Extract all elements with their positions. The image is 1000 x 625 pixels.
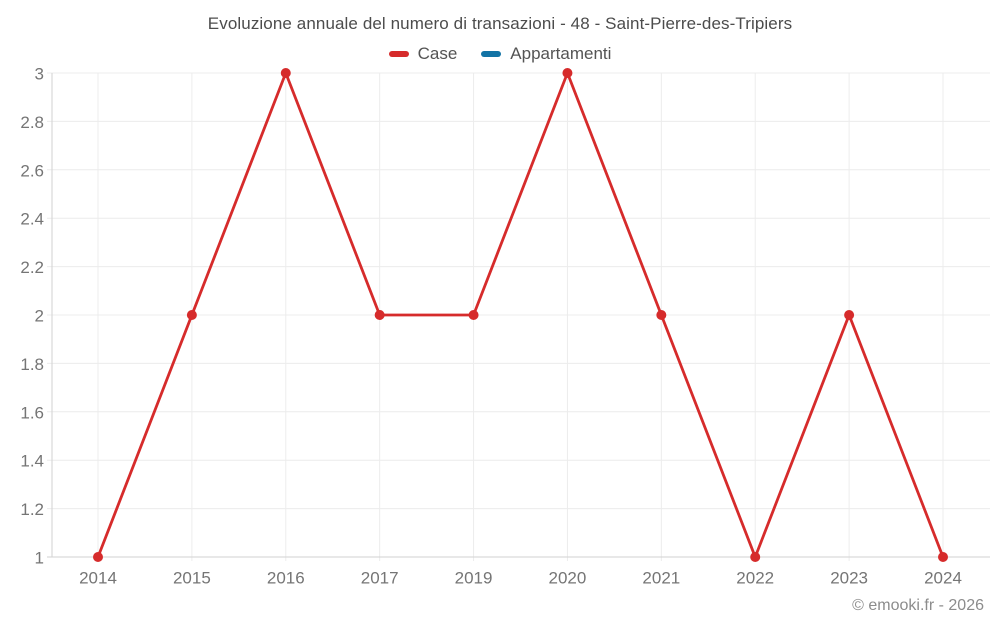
x-axis-tick-label: 2021 (642, 569, 680, 588)
legend-swatch-case-icon (388, 51, 409, 57)
legend-swatch-appartamenti-icon (481, 51, 502, 57)
data-point-case-2022[interactable] (750, 552, 761, 562)
x-axis-tick-label: 2016 (267, 569, 305, 588)
y-axis-tick-label: 1.2 (20, 500, 44, 519)
x-axis-tick-label: 2022 (736, 569, 774, 588)
data-point-case-2019[interactable] (468, 310, 479, 320)
y-axis-tick-label: 2.2 (20, 258, 44, 277)
data-point-case-2014[interactable] (93, 552, 103, 562)
data-point-case-2023[interactable] (844, 310, 855, 320)
data-point-case-2024[interactable] (938, 552, 948, 562)
y-axis-tick-label: 3 (35, 65, 44, 84)
data-point-case-2016[interactable] (280, 68, 291, 78)
y-axis-tick-label: 2.8 (20, 113, 44, 132)
y-axis-tick-label: 1.4 (20, 452, 44, 471)
legend-item-appartamenti[interactable]: Appartamenti (481, 44, 611, 64)
y-axis-tick-label: 1.6 (20, 403, 44, 422)
y-axis-tick-label: 2.6 (20, 161, 44, 180)
x-axis-tick-label: 2020 (549, 569, 587, 588)
chart-legend: Case Appartamenti (0, 44, 1000, 64)
x-axis-tick-label: 2015 (173, 569, 211, 588)
data-point-case-2021[interactable] (656, 310, 667, 320)
y-axis-tick-label: 2 (35, 307, 44, 326)
chart-title: Evoluzione annuale del numero di transaz… (207, 14, 793, 33)
legend-label-appartamenti: Appartamenti (510, 44, 612, 63)
data-point-case-2017[interactable] (374, 310, 385, 320)
y-axis-tick-label: 1 (35, 549, 44, 568)
x-axis-tick-label: 2023 (830, 569, 868, 588)
data-point-case-2020[interactable] (562, 68, 573, 78)
y-axis-tick-label: 2.4 (20, 210, 44, 229)
data-point-case-2015[interactable] (186, 310, 197, 320)
watermark: © emooki.fr - 2026 (852, 597, 984, 614)
x-axis-tick-label: 2024 (924, 569, 962, 588)
legend-item-case[interactable]: Case (388, 44, 458, 64)
x-axis-tick-label: 2017 (361, 569, 399, 588)
y-axis-tick-label: 1.8 (20, 355, 44, 374)
x-axis-tick-label: 2014 (79, 569, 117, 588)
legend-label-case: Case (417, 44, 458, 63)
x-axis-tick-label: 2019 (455, 569, 493, 588)
series-line-case (96, 71, 945, 559)
